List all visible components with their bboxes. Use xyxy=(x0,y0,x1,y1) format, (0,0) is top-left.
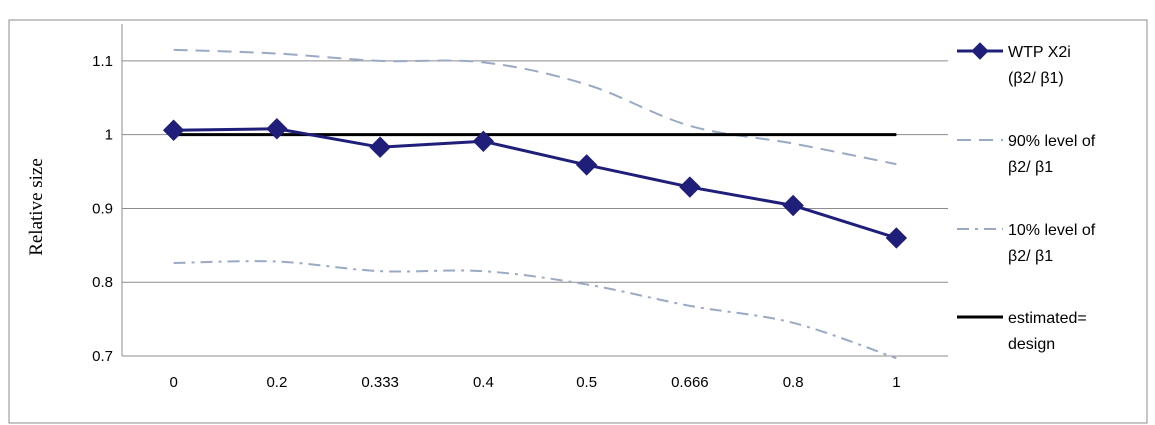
data-point xyxy=(472,130,495,153)
y-tick-label: 1 xyxy=(105,127,113,144)
legend-entry: estimated= design xyxy=(957,310,1087,353)
legend-label: 10% level of xyxy=(1008,222,1096,239)
data-point xyxy=(679,176,701,198)
data-point xyxy=(266,118,288,140)
data-point xyxy=(782,194,804,217)
x-tick-label: 0.8 xyxy=(783,374,804,391)
legend-label: (β2/ β1) xyxy=(1008,70,1064,87)
y-tick-label: 0.8 xyxy=(92,274,113,291)
x-tick-label: 0.5 xyxy=(576,374,597,391)
data-point xyxy=(162,119,185,141)
legend-label: design xyxy=(1008,336,1055,353)
series-line xyxy=(173,48,897,166)
series-layer xyxy=(162,48,908,360)
y-axis-label: Relative size xyxy=(26,158,47,256)
x-tick-label: 0 xyxy=(169,374,177,391)
data-point xyxy=(575,154,598,176)
legend-entry: WTP X2i (β2/ β1) xyxy=(957,42,1071,87)
legend-label: 90% level of xyxy=(1008,133,1096,150)
legend-entry: 90% level of β2/ β1 xyxy=(957,133,1096,176)
legend-entry: 10% level of β2/ β1 xyxy=(957,222,1096,265)
series-line xyxy=(173,260,897,360)
x-tick-label: 1 xyxy=(892,374,900,391)
legend-label: β2/ β1 xyxy=(1008,159,1053,176)
legend-label: estimated= xyxy=(1008,310,1087,327)
series-2 xyxy=(173,260,897,360)
data-point xyxy=(885,227,908,249)
series-0 xyxy=(162,118,908,249)
y-tick-label: 1.1 xyxy=(92,53,113,70)
x-tick-label: 0.4 xyxy=(473,374,494,391)
chart-frame xyxy=(8,19,1148,424)
x-tick-label: 0.666 xyxy=(671,374,709,391)
x-tick-label: 0.2 xyxy=(266,374,287,391)
series-1 xyxy=(173,48,897,166)
x-tick-label: 0.333 xyxy=(361,374,399,391)
legend-marker xyxy=(971,42,989,60)
legend-label: β2/ β1 xyxy=(1008,248,1053,265)
y-tick-label: 0.9 xyxy=(92,200,113,217)
legend-label: WTP X2i xyxy=(1008,44,1071,61)
series-line xyxy=(173,127,897,240)
tick-labels: 0.7 0.8 0.9 1 1.1 0 0.2 0.333 0.4 0.5 0.666 0.8 1 xyxy=(92,53,900,391)
data-point xyxy=(369,136,391,158)
y-tick-label: 0.7 xyxy=(92,348,113,365)
